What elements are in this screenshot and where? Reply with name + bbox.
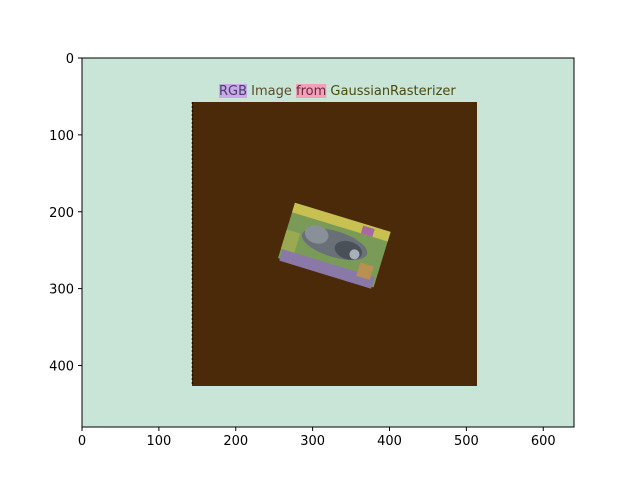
y-tick-label: 400	[49, 360, 74, 375]
title-word: GaussianRasterizer	[326, 84, 456, 99]
x-tick-label: 600	[531, 434, 556, 449]
y-tick-label: 200	[49, 206, 74, 221]
title-word: Image	[247, 84, 296, 99]
x-axis: 0 100 200 300 400 500 600	[78, 427, 556, 449]
y-tick-label: 100	[49, 129, 74, 144]
rasterized-object	[277, 202, 391, 289]
title-highlight	[219, 84, 248, 98]
x-tick-label: 400	[377, 434, 402, 449]
x-tick-label: 0	[78, 434, 86, 449]
y-tick-label: 300	[49, 283, 74, 298]
y-axis: 0 100 200 300 400	[49, 52, 82, 375]
plot-title: RGB Image from GaussianRasterizer	[219, 84, 456, 99]
title-highlight	[296, 84, 327, 98]
x-tick-label: 200	[223, 434, 248, 449]
y-tick-label: 0	[66, 52, 74, 67]
x-tick-label: 100	[146, 434, 171, 449]
plot-title-text: RGB Image from GaussianRasterizer	[219, 84, 456, 99]
axes-frame	[81, 57, 575, 428]
title-word: from	[296, 84, 326, 99]
x-tick-label: 500	[454, 434, 479, 449]
x-tick-label: 300	[300, 434, 325, 449]
title-word: RGB	[219, 84, 247, 99]
